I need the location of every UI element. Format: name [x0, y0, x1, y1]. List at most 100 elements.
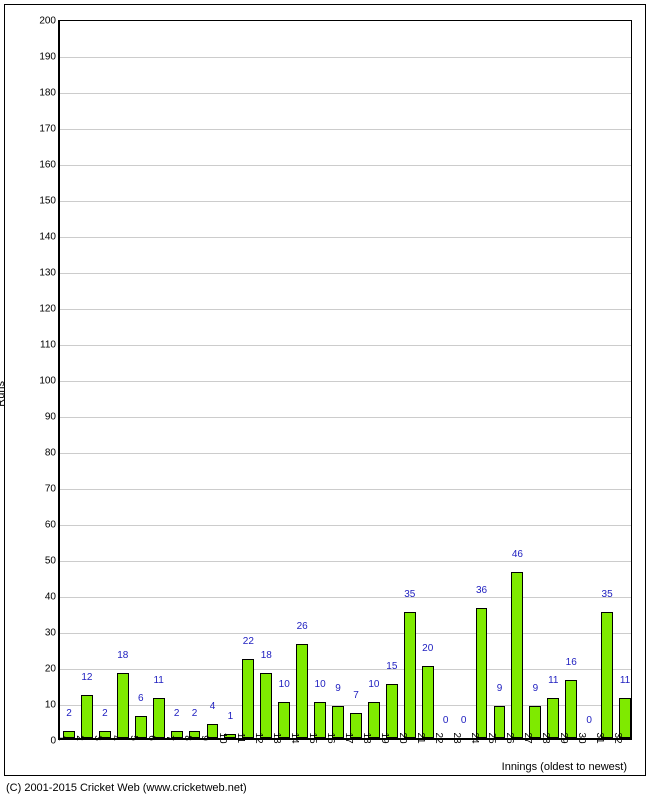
bar-value-label: 2: [192, 708, 198, 719]
y-tick-label: 90: [45, 412, 60, 423]
bar-value-label: 2: [66, 708, 72, 719]
gridline: [60, 381, 631, 382]
x-tick-label: 26: [504, 732, 517, 743]
bar-value-label: 4: [210, 701, 216, 712]
x-tick-label: 18: [361, 732, 374, 743]
bar-value-label: 22: [243, 636, 254, 647]
x-tick-label: 17: [343, 732, 356, 743]
y-tick-label: 140: [39, 232, 60, 243]
bar-value-label: 36: [476, 585, 487, 596]
gridline: [60, 201, 631, 202]
y-tick-label: 190: [39, 52, 60, 63]
bar: [153, 698, 165, 738]
y-tick-label: 40: [45, 592, 60, 603]
bar-value-label: 11: [548, 675, 558, 686]
bar-value-label: 11: [620, 675, 630, 686]
bar-value-label: 12: [81, 672, 92, 683]
x-tick-label: 15: [307, 732, 320, 743]
bar-value-label: 10: [368, 679, 379, 690]
gridline: [60, 561, 631, 562]
x-tick-label: 16: [325, 732, 338, 743]
bar: [242, 659, 254, 738]
x-tick-label: 3: [92, 735, 105, 741]
y-tick-label: 100: [39, 376, 60, 387]
bar-value-label: 35: [404, 589, 415, 600]
bar-value-label: 46: [512, 549, 523, 560]
y-tick-label: 50: [45, 556, 60, 567]
x-tick-label: 7: [164, 735, 177, 741]
y-tick-label: 70: [45, 484, 60, 495]
bar-value-label: 35: [602, 589, 613, 600]
bar: [565, 680, 577, 738]
gridline: [60, 309, 631, 310]
y-tick-label: 160: [39, 160, 60, 171]
plot-area: 0102030405060708090100110120130140150160…: [58, 20, 632, 740]
bar-value-label: 18: [117, 650, 128, 661]
y-tick-label: 110: [40, 340, 60, 351]
bar-value-label: 1: [228, 711, 234, 722]
x-tick-label: 2: [74, 735, 87, 741]
bar-value-label: 18: [261, 650, 272, 661]
y-tick-label: 60: [45, 520, 60, 531]
bar: [422, 666, 434, 738]
footer-text: (C) 2001-2015 Cricket Web (www.cricketwe…: [6, 782, 247, 794]
x-tick-label: 24: [469, 732, 482, 743]
x-tick-label: 9: [199, 735, 212, 741]
bar-value-label: 0: [461, 715, 467, 726]
gridline: [60, 129, 631, 130]
gridline: [60, 57, 631, 58]
bar-value-label: 9: [335, 683, 341, 694]
x-axis-label: Innings (oldest to newest): [502, 761, 627, 773]
x-tick-label: 10: [217, 732, 230, 743]
y-tick-label: 10: [45, 700, 60, 711]
gridline: [60, 273, 631, 274]
bar-value-label: 16: [566, 657, 577, 668]
x-tick-label: 22: [433, 732, 446, 743]
bar-value-label: 10: [279, 679, 290, 690]
bar-value-label: 10: [315, 679, 326, 690]
bar: [296, 644, 308, 738]
x-tick-label: 31: [594, 732, 607, 743]
bar-value-label: 2: [102, 708, 108, 719]
x-tick-label: 23: [451, 732, 464, 743]
x-tick-label: 8: [182, 735, 195, 741]
y-tick-label: 150: [39, 196, 60, 207]
bar-value-label: 0: [586, 715, 592, 726]
y-tick-label: 80: [45, 448, 60, 459]
bar-value-label: 9: [533, 683, 539, 694]
gridline: [60, 525, 631, 526]
bar: [386, 684, 398, 738]
gridline: [60, 489, 631, 490]
gridline: [60, 345, 631, 346]
y-tick-label: 130: [39, 268, 60, 279]
gridline: [60, 237, 631, 238]
bar-value-label: 0: [443, 715, 449, 726]
y-axis-label: Runs: [0, 381, 7, 407]
bar-value-label: 7: [353, 690, 359, 701]
x-tick-label: 6: [146, 735, 159, 741]
bar: [260, 673, 272, 738]
bar: [511, 572, 523, 738]
x-tick-label: 11: [235, 733, 248, 743]
x-tick-label: 12: [253, 732, 266, 743]
x-tick-label: 29: [558, 732, 571, 743]
bar: [404, 612, 416, 738]
chart-frame: 0102030405060708090100110120130140150160…: [0, 0, 650, 800]
x-tick-label: 20: [397, 732, 410, 743]
x-tick-label: 25: [486, 732, 499, 743]
bar: [117, 673, 129, 738]
bar-value-label: 20: [422, 643, 433, 654]
bar: [476, 608, 488, 738]
x-tick-label: 4: [110, 735, 123, 741]
gridline: [60, 453, 631, 454]
bar: [601, 612, 613, 738]
x-tick-label: 19: [379, 732, 392, 743]
y-tick-label: 120: [39, 304, 60, 315]
x-tick-label: 28: [540, 732, 553, 743]
x-tick-label: 21: [415, 732, 428, 743]
y-tick-label: 180: [39, 88, 60, 99]
bar: [81, 695, 93, 738]
bar-value-label: 2: [174, 708, 180, 719]
y-tick-label: 30: [45, 628, 60, 639]
y-tick-label: 170: [39, 124, 60, 135]
